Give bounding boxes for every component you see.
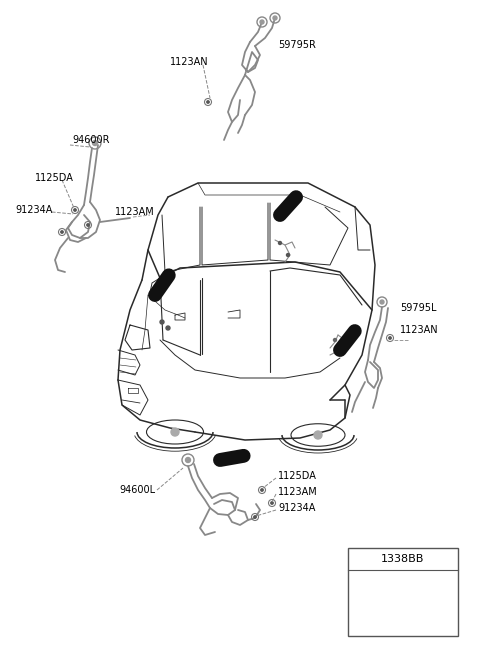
Circle shape xyxy=(334,338,336,342)
Circle shape xyxy=(271,502,273,504)
Circle shape xyxy=(171,428,179,436)
Circle shape xyxy=(160,320,164,324)
Text: 1125DA: 1125DA xyxy=(278,471,317,481)
Bar xyxy=(348,548,458,636)
Circle shape xyxy=(207,101,209,103)
Circle shape xyxy=(185,457,191,462)
Text: 1123AM: 1123AM xyxy=(278,487,318,497)
Circle shape xyxy=(93,140,97,146)
Text: 94600R: 94600R xyxy=(72,135,109,145)
Circle shape xyxy=(389,337,391,339)
Text: 1123AM: 1123AM xyxy=(115,207,155,217)
Circle shape xyxy=(401,602,405,604)
Circle shape xyxy=(166,326,170,330)
Circle shape xyxy=(254,516,256,518)
Circle shape xyxy=(260,20,264,24)
Text: 1338BB: 1338BB xyxy=(381,554,425,564)
Text: 1125DA: 1125DA xyxy=(35,173,74,183)
Circle shape xyxy=(278,241,281,245)
Circle shape xyxy=(380,300,384,304)
Circle shape xyxy=(261,489,263,491)
Circle shape xyxy=(287,253,289,256)
Text: 59795L: 59795L xyxy=(400,303,436,313)
Text: 1123AN: 1123AN xyxy=(170,57,209,67)
Circle shape xyxy=(273,16,277,20)
Text: 94600L: 94600L xyxy=(119,485,155,495)
Text: 59795R: 59795R xyxy=(278,40,316,50)
Circle shape xyxy=(74,209,76,211)
Circle shape xyxy=(338,346,341,350)
Circle shape xyxy=(87,224,89,226)
Circle shape xyxy=(61,231,63,233)
Text: 1123AN: 1123AN xyxy=(400,325,439,335)
Text: 91234A: 91234A xyxy=(15,205,52,215)
Circle shape xyxy=(314,431,322,439)
Text: 91234A: 91234A xyxy=(278,503,315,513)
